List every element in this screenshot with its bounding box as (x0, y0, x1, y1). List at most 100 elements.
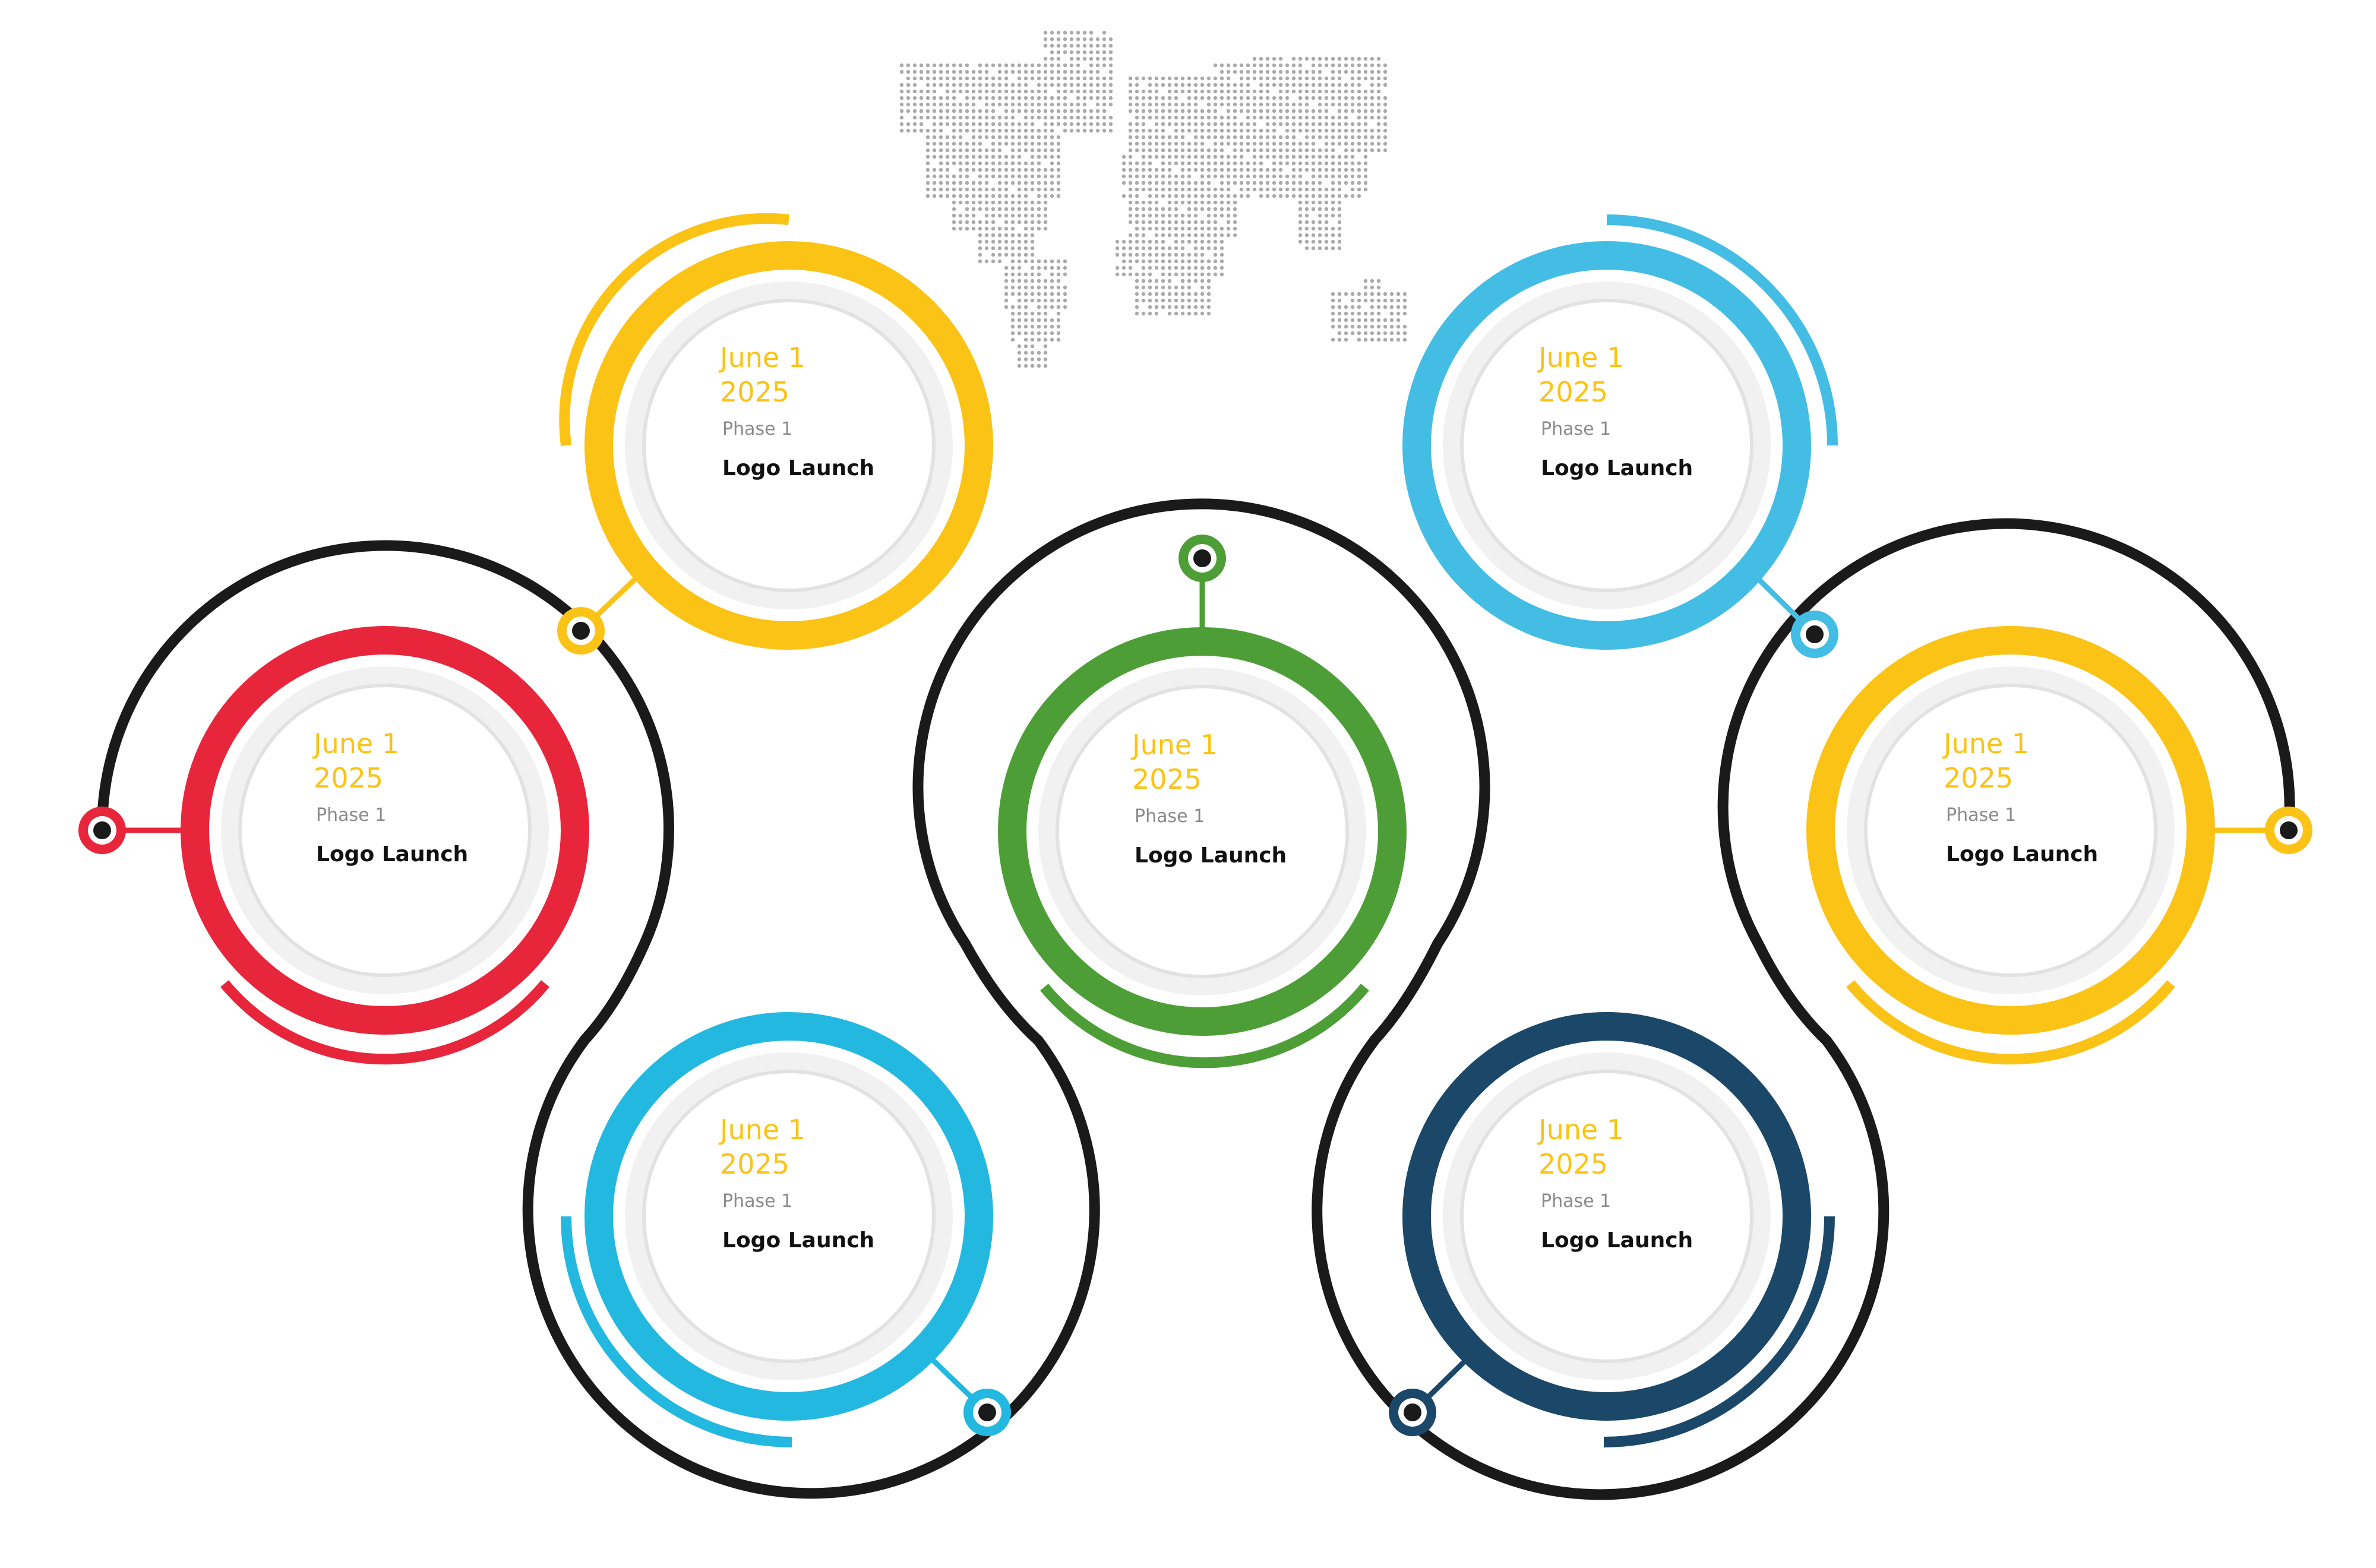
map-dot (984, 194, 989, 198)
map-dot (1056, 259, 1061, 264)
map-dot (1030, 357, 1035, 362)
map-dot (1187, 89, 1192, 94)
map-dot (1331, 83, 1335, 87)
map-dot (1252, 96, 1257, 100)
map-dot (1102, 30, 1107, 35)
map-dot (1226, 233, 1231, 238)
map-dot (1030, 161, 1035, 166)
milestone-title: Logo Launch (1946, 842, 2098, 867)
map-dot (952, 122, 956, 127)
map-dot (1206, 246, 1211, 251)
map-dot (1376, 318, 1381, 323)
map-dot (1246, 122, 1250, 127)
map-dot (1082, 83, 1087, 87)
map-dot (952, 207, 956, 211)
map-dot (1350, 141, 1355, 146)
map-dot (1389, 331, 1394, 336)
map-dot (1298, 239, 1303, 244)
map-dot (997, 174, 1002, 179)
map-dot (1272, 181, 1277, 185)
map-dot (1200, 148, 1205, 153)
map-dot (1200, 83, 1205, 87)
map-dot (1200, 194, 1205, 198)
map-dot (1141, 207, 1146, 211)
map-dot (1148, 174, 1152, 179)
map-dot (991, 109, 996, 113)
map-dot (1128, 102, 1133, 107)
map-dot (1344, 96, 1348, 100)
map-dot (1180, 181, 1185, 185)
map-dot (1226, 69, 1231, 74)
map-dot (1304, 76, 1309, 81)
map-dot (1337, 220, 1342, 225)
map-dot (1291, 187, 1296, 192)
map-dot (1363, 311, 1368, 316)
map-dot (1095, 76, 1100, 81)
map-dot (1108, 115, 1113, 120)
map-dot (1363, 154, 1368, 159)
map-dot (939, 63, 943, 68)
map-dot (1004, 167, 1009, 172)
outer-arc (1606, 214, 1838, 446)
map-dot (1148, 213, 1152, 218)
map-dot (1063, 109, 1067, 113)
map-dot (1239, 89, 1244, 94)
map-dot (1363, 63, 1368, 68)
map-dot (1030, 167, 1035, 172)
map-dot (984, 96, 989, 100)
map-dot (1311, 246, 1316, 251)
map-dot (1304, 128, 1309, 133)
map-dot (1017, 292, 1022, 296)
map-dot (1298, 220, 1303, 225)
map-dot (1161, 298, 1165, 303)
map-dot (945, 194, 950, 198)
map-dot (984, 69, 989, 74)
map-dot (1291, 128, 1296, 133)
map-dot (1357, 298, 1361, 303)
map-dot (965, 154, 969, 159)
map-dot (1037, 148, 1041, 153)
map-dot (1135, 148, 1139, 153)
map-dot (1154, 194, 1159, 198)
milestone-title: Logo Launch (722, 1228, 874, 1253)
map-dot (1023, 181, 1028, 185)
map-dot (1030, 109, 1035, 113)
map-dot (1376, 109, 1381, 113)
map-dot (1331, 122, 1335, 127)
map-dot (1043, 337, 1048, 342)
map-dot (984, 128, 989, 133)
map-dot (1370, 311, 1375, 316)
map-dot (1213, 122, 1218, 127)
map-dot (1304, 226, 1309, 231)
map-dot (945, 109, 950, 113)
map-dot (1246, 194, 1250, 198)
map-dot (997, 141, 1002, 146)
map-dot (1200, 167, 1205, 172)
map-dot (1043, 56, 1048, 61)
map-dot (1161, 194, 1165, 198)
map-dot (1135, 83, 1139, 87)
map-dot (1291, 115, 1296, 120)
map-dot (991, 135, 996, 140)
map-dot (1331, 69, 1335, 74)
map-dot (1030, 344, 1035, 349)
map-dot (1200, 252, 1205, 257)
map-dot (1317, 220, 1322, 225)
map-dot (1056, 181, 1061, 185)
map-dot (1272, 187, 1277, 192)
map-dot (945, 174, 950, 179)
map-dot (945, 167, 950, 172)
map-dot (1285, 76, 1290, 81)
map-dot (1180, 305, 1185, 309)
map-dot (1135, 194, 1139, 198)
map-dot (1233, 167, 1237, 172)
map-dot (965, 83, 969, 87)
map-dot (1350, 187, 1355, 192)
map-dot (1239, 76, 1244, 81)
map-dot (1233, 148, 1237, 153)
map-dot (1206, 128, 1211, 133)
map-dot (1200, 76, 1205, 81)
map-dot (1383, 324, 1388, 329)
map-dot (1030, 174, 1035, 179)
outer-arc (559, 213, 789, 447)
